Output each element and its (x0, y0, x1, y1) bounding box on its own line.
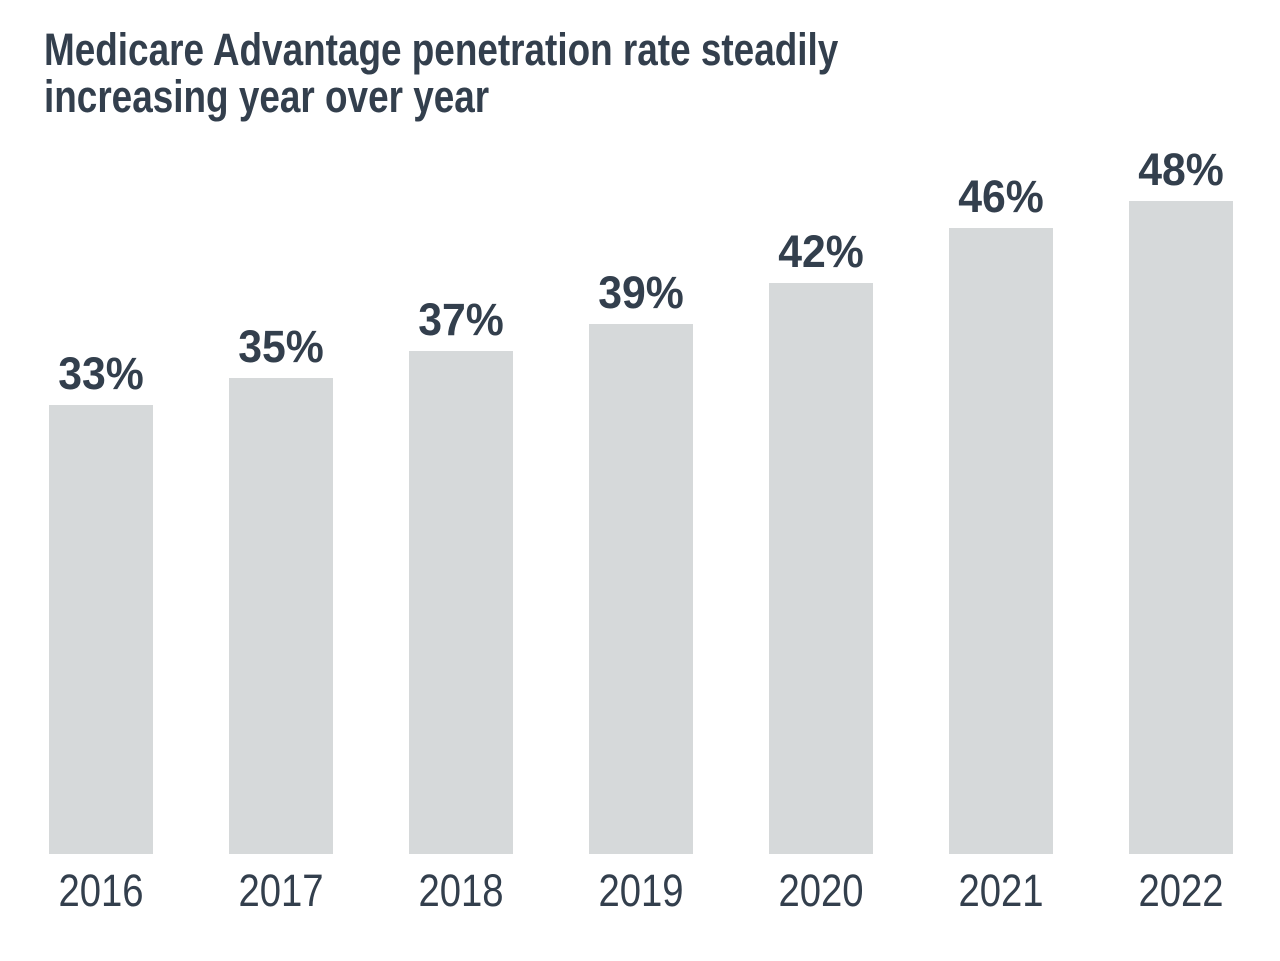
bar-2018 (409, 351, 513, 854)
x-axis-label-2017: 2017 (238, 865, 324, 916)
bar-2022 (1129, 201, 1233, 854)
bar-group-2017: 35% 2017 (229, 321, 333, 913)
bar-2019 (589, 324, 693, 854)
x-axis-label-2022: 2022 (1138, 865, 1224, 916)
bar-group-2020: 42% 2020 (769, 226, 873, 913)
x-axis-label-2021: 2021 (958, 865, 1044, 916)
bar-value-label-2022: 48% (1138, 144, 1224, 196)
bar-value-label-2020: 42% (778, 226, 864, 278)
x-axis-label-2020: 2020 (778, 865, 864, 916)
x-axis-label-2019: 2019 (598, 865, 684, 916)
bar-group-2021: 46% 2021 (949, 171, 1053, 913)
bar-value-label-2017: 35% (238, 321, 324, 373)
bar-2016 (49, 405, 153, 854)
bar-value-label-2021: 46% (958, 171, 1044, 223)
x-axis-label-2018: 2018 (418, 865, 504, 916)
bar-value-label-2018: 37% (418, 294, 504, 346)
bar-2021 (949, 228, 1053, 854)
bar-group-2016: 33% 2016 (49, 348, 153, 913)
chart-title-line-1: Medicare Advantage penetration rate stea… (44, 24, 839, 75)
chart-title-line-2: increasing year over year (44, 71, 490, 122)
bar-group-2019: 39% 2019 (589, 267, 693, 913)
bar-group-2022: 48% 2022 (1129, 144, 1233, 913)
x-axis-label-2016: 2016 (58, 865, 144, 916)
bar-value-label-2019: 39% (598, 267, 684, 319)
bar-value-label-2016: 33% (58, 348, 144, 400)
bar-2020 (769, 283, 873, 854)
chart-title: Medicare Advantage penetration rate stea… (44, 26, 838, 120)
bar-2017 (229, 378, 333, 854)
bar-group-2018: 37% 2018 (409, 294, 513, 913)
